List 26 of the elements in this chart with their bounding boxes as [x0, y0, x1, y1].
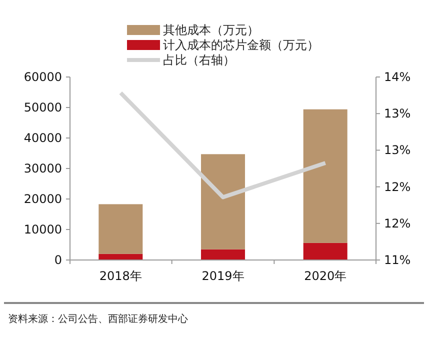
y2-tick-label: 13%: [384, 143, 411, 158]
x-tick-label: 2020年: [304, 269, 347, 283]
bar: [200, 249, 246, 260]
y2-tick-label: 11%: [384, 253, 411, 267]
y2-tick-label: 12%: [384, 180, 411, 194]
legend-label: 计入成本的芯片金额（万元）: [163, 38, 319, 52]
y-tick-label: 60000: [24, 70, 62, 84]
legend-label: 其他成本（万元）: [163, 23, 259, 37]
y-tick-label: 10000: [24, 222, 62, 236]
legend-label: 占比（右轴）: [163, 53, 235, 67]
x-tick-label: 2018年: [99, 269, 142, 283]
y-tick-label: 0: [54, 253, 62, 267]
text: 资料来源：公司公告、西部证券研发中心: [8, 313, 188, 325]
bar: [303, 242, 348, 260]
y2-tick-label: 14%: [384, 70, 411, 84]
y-tick-label: 20000: [24, 192, 62, 206]
y-tick-label: 30000: [24, 162, 62, 176]
y2-tick-label: 13%: [384, 106, 411, 121]
y2-tick-label: 12%: [384, 216, 411, 230]
bar: [303, 109, 348, 243]
x-tick-label: 2019年: [202, 269, 244, 283]
bar: [200, 154, 246, 250]
y-tick-label: 40000: [24, 131, 62, 145]
y-tick-label: 50000: [24, 100, 62, 114]
bar: [98, 204, 143, 254]
bar: [98, 254, 143, 260]
